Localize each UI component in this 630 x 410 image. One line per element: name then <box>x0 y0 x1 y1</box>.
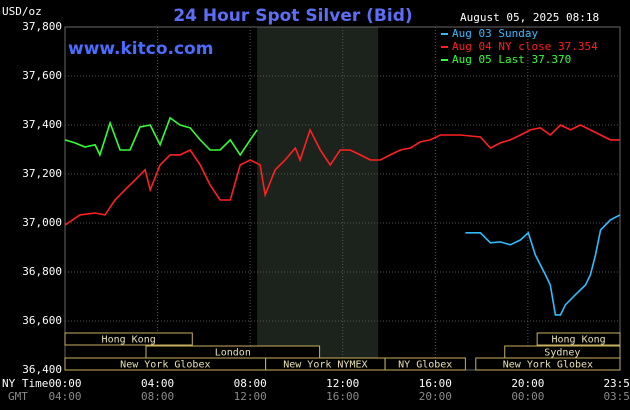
y-axis-label: USD/oz <box>2 5 42 18</box>
session-label: NY Globex <box>398 360 452 371</box>
x-tick-label: 20:00 <box>511 377 544 390</box>
x2-tick-label: 00:00 <box>511 390 544 403</box>
series-line <box>64 124 620 226</box>
plot-background-group <box>64 26 621 371</box>
y-tick-label: 37,000 <box>22 216 62 229</box>
shaded-range <box>257 27 379 370</box>
x2-tick-label: 16:00 <box>326 390 359 403</box>
website: www.kitco.com <box>68 39 213 59</box>
series-line <box>64 116 258 158</box>
legend-label: Aug 03 Sunday <box>452 27 538 40</box>
x-axis-label: NY Time <box>2 377 48 390</box>
y-tick-label: 37,600 <box>22 69 62 82</box>
chart-title: 24 Hour Spot Silver (Bid) <box>173 6 412 26</box>
x2-axis-label: GMT <box>8 390 28 403</box>
x-tick-label: 12:00 <box>326 377 359 390</box>
y-tick-label: 37,200 <box>22 167 62 180</box>
session-label: London <box>215 348 251 359</box>
y-tick-label: 36,800 <box>22 265 62 278</box>
session-label: Hong Kong <box>551 335 605 346</box>
session-label: Hong Kong <box>102 335 156 346</box>
timestamp: August 05, 2025 08:18 <box>460 11 599 24</box>
series-line <box>465 214 621 316</box>
y-tick-label: 36,600 <box>22 314 62 327</box>
x-tick-label: 16:00 <box>419 377 452 390</box>
session-label: New York Globex <box>120 360 210 371</box>
x2-tick-label: 08:00 <box>141 390 174 403</box>
x-tick-label: 23:59 <box>603 377 630 390</box>
session-label: Sydney <box>544 348 580 359</box>
session-box <box>384 357 466 371</box>
x2-tick-label: 03:59 <box>603 390 630 403</box>
x-tick-label: 00:00 <box>48 377 81 390</box>
session-box <box>475 357 621 371</box>
y-tick-label: 37,800 <box>22 20 62 33</box>
session-box <box>64 332 193 346</box>
legend-label: Aug 05 Last 37.370 <box>452 53 571 66</box>
y-tick-label: 36,400 <box>22 363 62 376</box>
y-tick-label: 37,400 <box>22 118 62 131</box>
session-label: New York NYMEX <box>283 360 367 371</box>
x-tick-label: 04:00 <box>141 377 174 390</box>
x2-tick-label: 20:00 <box>419 390 452 403</box>
session-box <box>536 332 621 346</box>
x-tick-label: 08:00 <box>234 377 267 390</box>
x2-tick-label: 12:00 <box>234 390 267 403</box>
x2-tick-label: 04:00 <box>48 390 81 403</box>
legend-label: Aug 04 NY close 37.354 <box>452 40 598 53</box>
session-label: New York Globex <box>503 360 593 371</box>
